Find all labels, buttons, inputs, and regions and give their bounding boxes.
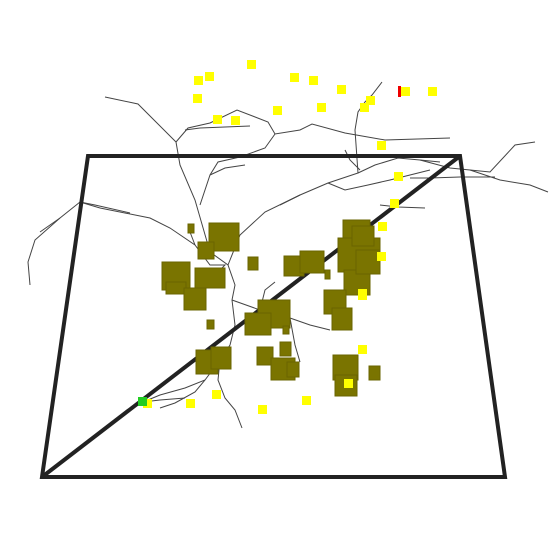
target-point <box>390 199 399 208</box>
tree-branch <box>104 96 236 301</box>
target-point <box>377 252 386 261</box>
obstacle-block <box>279 341 292 357</box>
target-point <box>344 379 353 388</box>
tree-branch <box>344 149 361 171</box>
target-point <box>428 87 437 96</box>
obstacle-block <box>206 319 215 330</box>
tree-branch <box>189 231 196 246</box>
obstacle-block <box>194 267 226 289</box>
obstacle-block <box>247 256 259 271</box>
start-marker <box>138 397 147 406</box>
tree-branch <box>410 176 495 179</box>
tree-branch <box>217 359 243 429</box>
tree-branch <box>79 201 131 214</box>
target-point <box>258 405 267 414</box>
target-point <box>273 106 282 115</box>
obstacle-block <box>187 223 195 234</box>
target-point <box>205 72 214 81</box>
obstacle-block <box>286 361 300 378</box>
target-layer <box>143 60 437 414</box>
tree-branch <box>469 169 549 193</box>
target-point <box>337 85 346 94</box>
obstacle-block <box>165 281 187 295</box>
target-point <box>143 399 152 408</box>
tree-branch <box>279 194 301 206</box>
obstacle-block <box>299 250 325 274</box>
target-point <box>231 116 240 125</box>
target-point <box>358 345 367 354</box>
obstacle-block <box>351 225 375 247</box>
obstacle-block <box>331 307 353 331</box>
target-point <box>378 222 387 231</box>
tree-branch <box>159 379 206 409</box>
tree-branch <box>184 125 251 131</box>
target-point <box>290 73 299 82</box>
target-point <box>360 103 369 112</box>
obstacle-block <box>282 325 290 335</box>
target-point <box>193 94 202 103</box>
tree-branch <box>199 133 276 206</box>
obstacle-block <box>183 287 207 311</box>
target-point <box>302 396 311 405</box>
target-point <box>309 76 318 85</box>
tree-branch <box>39 217 61 233</box>
obstacle-block <box>244 312 272 336</box>
tree-branch <box>209 164 246 176</box>
obstacle-block <box>210 346 232 370</box>
goal-marker <box>398 86 401 97</box>
obstacle-block <box>368 365 381 381</box>
target-point <box>213 115 222 124</box>
target-point <box>394 172 403 181</box>
target-point <box>247 60 256 69</box>
target-point <box>186 399 195 408</box>
obstacle-block <box>197 241 215 260</box>
target-point <box>366 96 375 105</box>
obstacle-block <box>324 269 331 280</box>
tree-branch <box>289 317 301 363</box>
obstacle-block <box>355 249 381 275</box>
target-point <box>377 141 386 150</box>
target-point <box>358 291 367 300</box>
obstacle-layer <box>161 219 381 397</box>
obstacle-block <box>256 346 274 366</box>
target-point <box>317 103 326 112</box>
target-point <box>194 76 203 85</box>
target-point <box>212 390 221 399</box>
target-point <box>401 87 410 96</box>
floor-outline <box>39 154 508 479</box>
exploration-tree <box>27 81 549 429</box>
tree-branch <box>327 169 431 191</box>
